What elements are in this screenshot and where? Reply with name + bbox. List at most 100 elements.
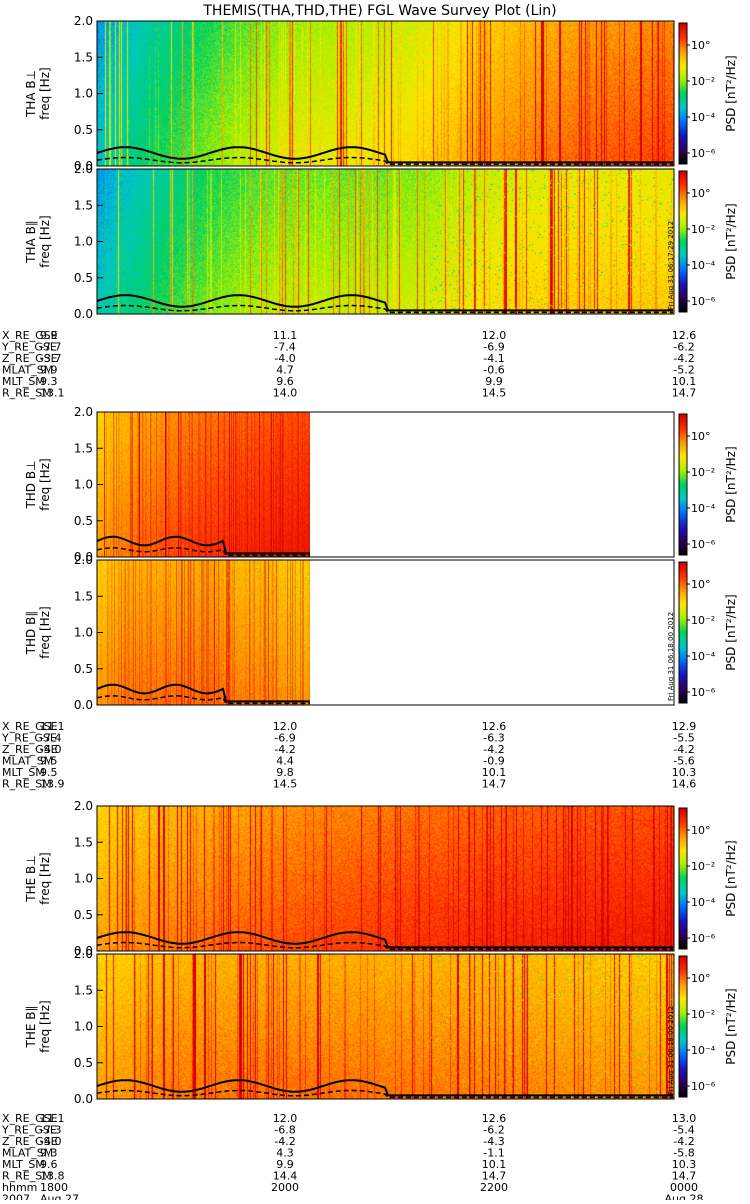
orbit-value: 9.6 [40,1158,58,1171]
y-tick-label: 1.5 [74,983,93,997]
orbit-row-label: X_RE_GSE [2,329,58,342]
panel-label: THD B⊥ [24,460,38,509]
orbit-value: 2000 [271,1181,299,1194]
orbit-row-label: MLT_SM [2,375,45,388]
orbit-row-label: MLAT_SM [2,755,53,768]
frequency-curve [96,294,673,312]
colorbar-frame [678,955,688,1098]
orbit-value: -5.8 [673,1147,694,1160]
y-tick-label: 0.5 [74,514,93,528]
frequency-curve-dashed [96,156,673,166]
orbit-value: 12.6 [482,1112,507,1125]
colorbar-label: PSD [nT²/Hz] [724,203,738,279]
orbit-value: 12.0 [482,329,507,342]
orbit-value: -4.2 [673,352,694,365]
orbit-value: 13.0 [672,1112,697,1125]
colorbar-tick-label: 10⁻⁶ [691,295,716,308]
orbit-value: -1.1 [483,1147,504,1160]
colorbar-label: PSD [nT²/Hz] [724,594,738,670]
colorbar-gradient [679,23,687,164]
orbit-value: 2200 [480,1181,508,1194]
y-tick-label: 0.5 [74,662,93,676]
panel-label: THD B∥ [24,611,38,656]
panel-the-perp: 0.0 0.5 1.0 1.5 2.0 freq [Hz]THE B⊥ [24,799,675,958]
colorbar: 10° 10⁻² 10⁻⁴ 10⁻⁶ PSD [nT²/Hz] [678,955,738,1098]
timestamp-stamp: Fri Aug 31 06:17:29 2012 [667,221,675,310]
frequency-curve-dashed [96,695,310,705]
orbit-value: 14.4 [273,1170,298,1183]
y-tick-label: 0.0 [74,1092,93,1106]
orbit-value: 12.0 [273,1112,298,1125]
orbit-table-tha: X_RE_GSEY_RE_GSEZ_RE_GSEMLAT_SMMLT_SMR_R… [1,329,696,400]
orbit-value: 9.8 [276,766,294,779]
frequency-curve [96,1079,673,1097]
orbit-row-label: MLAT_SM [2,1147,53,1160]
y-tick-label: 1.0 [74,87,93,101]
colorbar-tick-label: 10⁻⁴ [691,896,716,909]
frequency-curve-dashed [96,941,673,951]
y-tick-label: 0.5 [74,123,93,137]
spectrogram [97,21,674,166]
orbit-value: 9.5 [40,766,58,779]
colorbar: 10° 10⁻² 10⁻⁴ 10⁻⁶ PSD [nT²/Hz] [678,413,738,556]
colorbar-tick-label: 10⁻⁴ [691,502,716,515]
y-axis-unit: freq [Hz] [38,606,52,658]
orbit-value: Aug 28 [665,1193,704,1201]
orbit-value: 10.3 [672,1158,697,1171]
colorbar-tick-label: 10⁻² [691,1008,715,1021]
orbit-value: 10.1 [482,1158,507,1171]
y-tick-label: 2.0 [74,799,93,813]
orbit-row-label: R_RE_SM [2,1170,52,1183]
colorbar-tick-label: 10⁻⁴ [691,259,716,272]
colorbar-tick-label: 10⁻⁶ [691,932,716,945]
orbit-value: -4.2 [673,743,694,756]
colorbar-tick-label: 10⁻⁴ [691,1044,716,1057]
colorbar-tick-label: 10⁻⁴ [691,111,716,124]
orbit-row-label: R_RE_SM [2,387,52,400]
orbit-row-label: 2007 [2,1193,30,1201]
orbit-value: -4.2 [274,743,295,756]
orbit-value: -5.4 [673,1124,694,1137]
y-tick-label: 1.5 [74,835,93,849]
colorbar: 10° 10⁻² 10⁻⁴ 10⁻⁶ PSD [nT²/Hz] [678,22,738,165]
y-tick-label: 0.5 [74,908,93,922]
colorbar: 10° 10⁻² 10⁻⁴ 10⁻⁶ PSD [nT²/Hz] [678,170,738,313]
orbit-value: -4.1 [483,352,504,365]
orbit-value: -6.2 [483,1124,504,1137]
orbit-value: 14.6 [672,778,697,791]
orbit-value: -4.2 [483,743,504,756]
orbit-row-label: MLAT_SM [2,364,53,377]
y-tick-label: 1.0 [74,626,93,640]
y-tick-label: 1.0 [74,872,93,886]
colorbar-frame [678,170,688,313]
frequency-curve [96,535,310,555]
orbit-value: 14.5 [482,387,507,400]
timestamp-stamp: Fri Aug 31 06:18:00 2012 [667,1006,675,1095]
y-tick-label: 2.0 [74,947,93,961]
orbit-row-label: X_RE_GSE [2,720,58,733]
orbit-value: 12.6 [482,720,507,733]
orbit-value: -7.4 [274,341,295,354]
panel-label: THA B∥ [24,220,38,264]
orbit-row-label: Y_RE_GSE [1,1124,57,1137]
orbit-value: 12.0 [273,720,298,733]
y-tick-label: 1.5 [74,441,93,455]
spectrogram [97,169,674,314]
orbit-value: 9.6 [276,375,294,388]
panel-label: THE B⊥ [24,855,38,902]
orbit-value: 13.8 [40,1170,65,1183]
orbit-value: 10.1 [672,375,697,388]
y-axis-unit: freq [Hz] [38,215,52,267]
orbit-value: 10.1 [482,766,507,779]
colorbar-frame [678,807,688,950]
y-tick-label: 2.0 [74,162,93,176]
y-tick-label: 1.0 [74,478,93,492]
orbit-value: -3.7 [40,352,61,365]
orbit-value: 0000 [670,1181,698,1194]
colorbar-gradient [679,414,687,555]
orbit-value: -4.0 [40,743,61,756]
colorbar: 10° 10⁻² 10⁻⁴ 10⁻⁶ PSD [nT²/Hz] [678,561,738,704]
y-tick-label: 0.0 [74,550,93,564]
